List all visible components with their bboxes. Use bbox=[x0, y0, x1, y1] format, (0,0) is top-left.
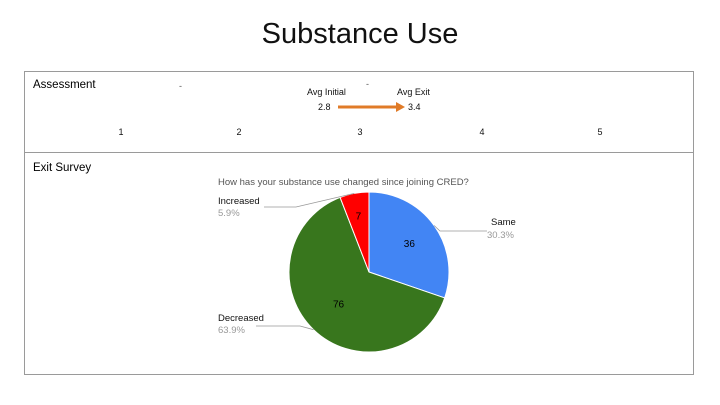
pie-slice-increased bbox=[339, 191, 370, 273]
pie-slice-same bbox=[368, 191, 450, 299]
data-label: 36 bbox=[404, 239, 416, 250]
legend-pct-increased: 5.9% bbox=[218, 208, 240, 219]
scale-tick: 2 bbox=[236, 127, 242, 137]
leader-line-decreased bbox=[256, 325, 314, 331]
content-frame bbox=[24, 71, 694, 375]
exit-survey-label: Exit Survey bbox=[33, 162, 92, 174]
legend-pct-decreased: 63.9% bbox=[218, 325, 245, 336]
avg-exit-label: Avg Exit bbox=[397, 87, 430, 97]
change-arrow bbox=[338, 102, 405, 112]
assessment-label: Assessment bbox=[33, 79, 96, 91]
scale-tick: 4 bbox=[479, 127, 485, 137]
scale-tick: 1 bbox=[118, 127, 124, 137]
legend-name-decreased: Decreased bbox=[218, 313, 264, 324]
leader-line-same bbox=[433, 225, 487, 232]
legend-pct-same: 30.3% bbox=[487, 230, 514, 241]
avg-initial-value: 2.8 bbox=[318, 102, 331, 112]
scale-tick: 5 bbox=[597, 127, 603, 137]
data-label: 76 bbox=[333, 300, 345, 311]
avg-exit-value: 3.4 bbox=[408, 102, 421, 112]
legend-name-increased: Increased bbox=[218, 196, 260, 207]
slide-title: Substance Use bbox=[261, 18, 459, 50]
section-divider bbox=[24, 152, 694, 153]
data-label: 7 bbox=[356, 211, 362, 222]
avg-initial-label: Avg Initial bbox=[307, 87, 346, 97]
dash-mark: - bbox=[366, 79, 369, 89]
legend-name-same: Same bbox=[491, 217, 516, 228]
dash-mark: - bbox=[179, 81, 182, 91]
scale-tick: 3 bbox=[357, 127, 363, 137]
chart-title: How has your substance use changed since… bbox=[218, 177, 469, 188]
leader-line-increased bbox=[264, 192, 355, 208]
arrow-head bbox=[396, 102, 405, 112]
